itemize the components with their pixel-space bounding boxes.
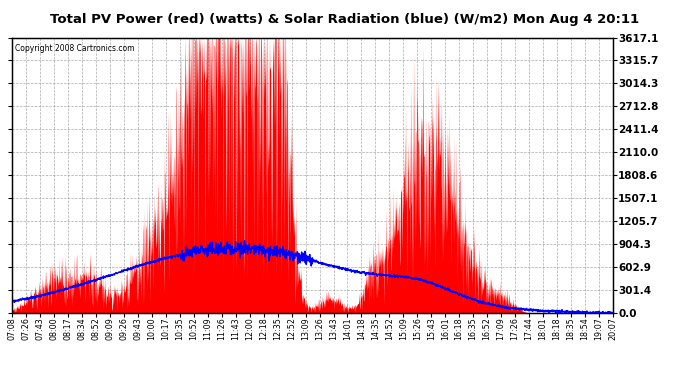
Text: Copyright 2008 Cartronics.com: Copyright 2008 Cartronics.com: [14, 44, 135, 53]
Text: Total PV Power (red) (watts) & Solar Radiation (blue) (W/m2) Mon Aug 4 20:11: Total PV Power (red) (watts) & Solar Rad…: [50, 13, 640, 26]
